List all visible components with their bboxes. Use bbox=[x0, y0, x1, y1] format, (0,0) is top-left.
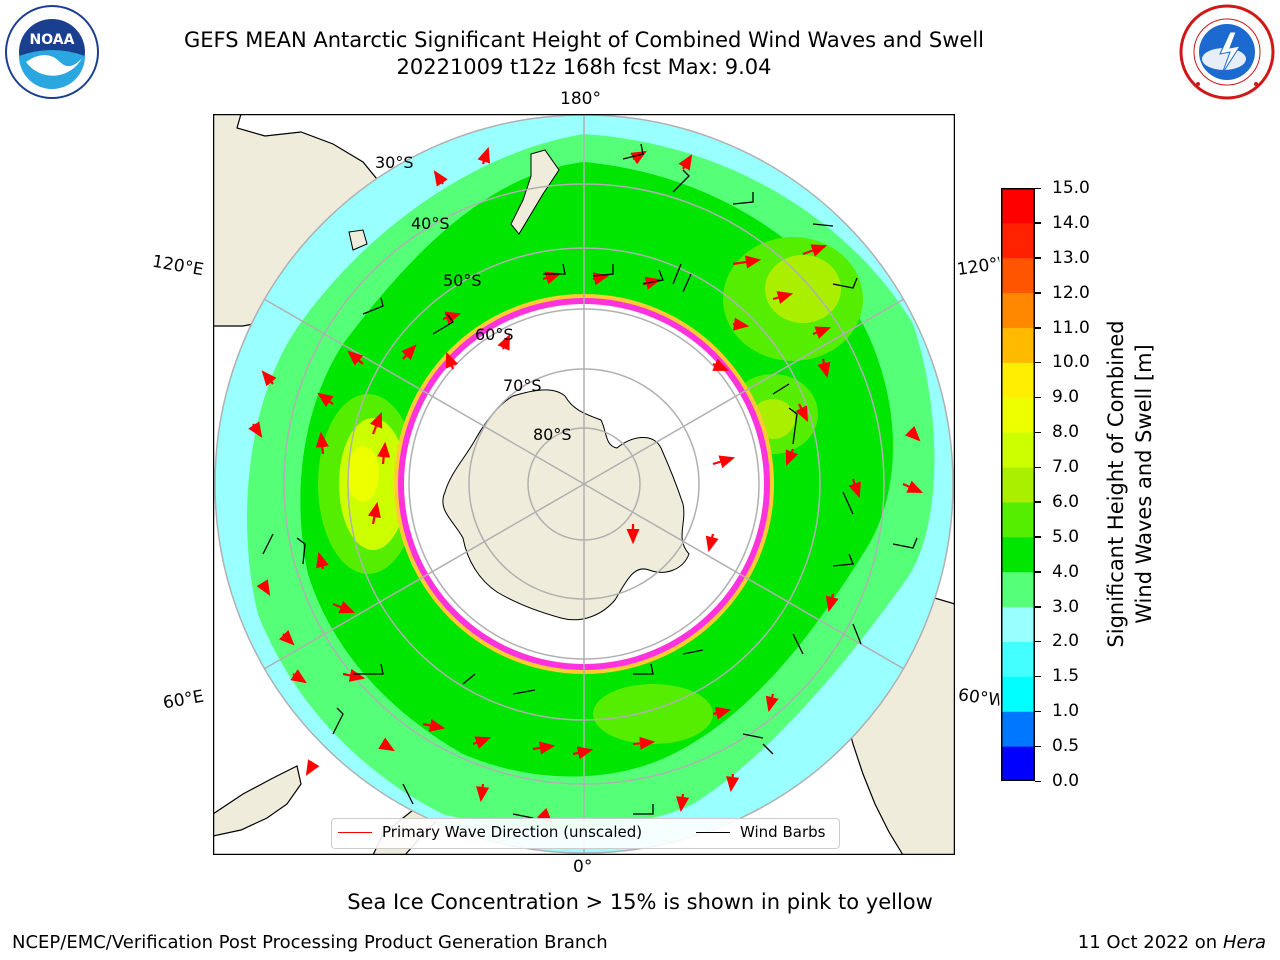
colorbar-tick-mark bbox=[1035, 536, 1041, 538]
colorbar-tick-mark bbox=[1035, 222, 1041, 224]
colorbar-tick-mark bbox=[1035, 396, 1041, 399]
lat-label-80: 80°S bbox=[533, 425, 572, 444]
colorbar-tick-mark bbox=[1035, 466, 1041, 469]
noaa-logo-text: NOAA bbox=[30, 32, 75, 48]
colorbar-tick-label: 7.0 bbox=[1052, 457, 1080, 478]
colorbar-tick-mark bbox=[1035, 257, 1041, 259]
wave-direction-arrows bbox=[248, 146, 924, 824]
colorbar-tick-label: 5.0 bbox=[1052, 526, 1080, 547]
colorbar-label: Significant Height of Combined Wind Wave… bbox=[1104, 320, 1156, 647]
chart-title: GEFS MEAN Antarctic Significant Height o… bbox=[183, 28, 985, 52]
tasmania bbox=[348, 229, 368, 251]
colorbar-tick-mark bbox=[1035, 606, 1041, 608]
chart-subtitle: 20221009 t12z 168h fcst Max: 9.04 bbox=[396, 55, 772, 79]
wave-height-field bbox=[215, 115, 953, 853]
lat-labels: 30°S 40°S 50°S 60°S 70°S 80°S bbox=[375, 153, 572, 444]
credit-host: Hera bbox=[1222, 932, 1266, 953]
legend-barb-line bbox=[696, 831, 730, 833]
colorbar-segment bbox=[1001, 536, 1035, 573]
colorbar-tick-label: 3.0 bbox=[1052, 596, 1080, 617]
lon-label-60w: 60°W bbox=[956, 685, 1002, 711]
colorbar-segment bbox=[1001, 571, 1035, 608]
colorbar-tick-label: 9.0 bbox=[1052, 387, 1080, 408]
colorbar-tick-label: 11.0 bbox=[1052, 317, 1090, 338]
colorbar-segment bbox=[1001, 257, 1035, 294]
credit-right: 11 Oct 2022 on Hera bbox=[1078, 932, 1266, 953]
polar-map: 30°S 40°S 50°S 60°S 70°S 80°S bbox=[213, 114, 955, 855]
colorbar-tick-label: 10.0 bbox=[1052, 352, 1090, 373]
colorbar-tick-label: 6.0 bbox=[1052, 491, 1080, 512]
credit-left: NCEP/EMC/Verification Post Processing Pr… bbox=[12, 932, 608, 953]
colorbar-label-line2: Wind Waves and Swell [m] bbox=[1132, 344, 1156, 624]
colorbar bbox=[1001, 188, 1035, 781]
wind-barbs bbox=[262, 143, 918, 819]
africa bbox=[213, 765, 302, 837]
colorbar-tick-mark bbox=[1035, 187, 1041, 189]
colorbar-tick-label: 0.5 bbox=[1052, 736, 1080, 757]
colorbar-tick-label: 4.0 bbox=[1052, 561, 1080, 582]
colorbar-label-line1: Significant Height of Combined bbox=[1104, 320, 1128, 647]
map-legend: Primary Wave Direction (unscaled) Wind B… bbox=[331, 818, 840, 849]
colorbar-tick-mark bbox=[1035, 501, 1041, 503]
colorbar-tick-label: 8.0 bbox=[1052, 422, 1080, 443]
colorbar-segment bbox=[1001, 362, 1035, 398]
colorbar-segment bbox=[1001, 432, 1035, 468]
colorbar-tick-label: 13.0 bbox=[1052, 247, 1090, 268]
colorbar-segment bbox=[1001, 222, 1035, 259]
colorbar-tick-mark bbox=[1035, 571, 1041, 573]
legend-wind-barbs: Wind Barbs bbox=[696, 823, 825, 841]
colorbar-tick-mark bbox=[1035, 327, 1041, 329]
colorbar-tick-mark bbox=[1035, 361, 1041, 364]
colorbar-tick-label: 1.0 bbox=[1052, 701, 1080, 722]
colorbar-segment bbox=[1001, 327, 1035, 363]
lat-label-30: 30°S bbox=[375, 153, 414, 172]
colorbar-segment bbox=[1001, 676, 1035, 712]
noaa-logo: NOAA bbox=[5, 5, 99, 99]
colorbar-tick-label: 1.5 bbox=[1052, 666, 1080, 687]
colorbar-segment bbox=[1001, 711, 1035, 747]
colorbar-segment bbox=[1001, 606, 1035, 642]
colorbar-tick-mark bbox=[1035, 780, 1041, 782]
lon-label-180: 180° bbox=[560, 89, 601, 109]
colorbar-tick-label: 15.0 bbox=[1052, 178, 1090, 198]
colorbar-segment bbox=[1001, 397, 1035, 433]
colorbar-tick-label: 12.0 bbox=[1052, 282, 1090, 303]
lon-label-120e: 120°E bbox=[150, 251, 206, 281]
colorbar-segment bbox=[1001, 501, 1035, 538]
colorbar-segment bbox=[1001, 746, 1035, 781]
graticule bbox=[214, 114, 954, 854]
colorbar-tick-mark bbox=[1035, 745, 1041, 748]
lat-label-50: 50°S bbox=[443, 271, 482, 290]
colorbar-segment bbox=[1001, 188, 1035, 224]
lat-label-60: 60°S bbox=[475, 325, 514, 344]
sea-ice-note: Sea Ice Concentration > 15% is shown in … bbox=[347, 890, 933, 914]
legend-wave-direction: Primary Wave Direction (unscaled) bbox=[338, 823, 642, 841]
lat-label-40: 40°S bbox=[411, 214, 450, 233]
lon-label-60e: 60°E bbox=[161, 686, 206, 714]
colorbar-tick-label: 14.0 bbox=[1052, 212, 1090, 233]
colorbar-tick-label: 0.0 bbox=[1052, 771, 1080, 791]
colorbar-tick-mark bbox=[1035, 640, 1041, 643]
colorbar-tick-mark bbox=[1035, 431, 1041, 434]
new-zealand bbox=[510, 149, 560, 235]
colorbar-tick-mark bbox=[1035, 292, 1041, 294]
lat-label-70: 70°S bbox=[503, 376, 542, 395]
colorbar-tick-label: 2.0 bbox=[1052, 631, 1080, 652]
lon-label-0: 0° bbox=[573, 857, 593, 877]
credit-date: 11 Oct 2022 on bbox=[1077, 932, 1223, 953]
colorbar-segment bbox=[1001, 641, 1035, 677]
lon-label-120w: 120°W bbox=[955, 254, 1002, 280]
colorbar-tick-mark bbox=[1035, 710, 1041, 713]
colorbar-tick-mark bbox=[1035, 675, 1041, 678]
nws-logo bbox=[1179, 4, 1275, 100]
colorbar-segment bbox=[1001, 467, 1035, 503]
legend-wave-line bbox=[338, 831, 372, 833]
map-frame bbox=[213, 114, 955, 855]
colorbar-segment bbox=[1001, 292, 1035, 329]
